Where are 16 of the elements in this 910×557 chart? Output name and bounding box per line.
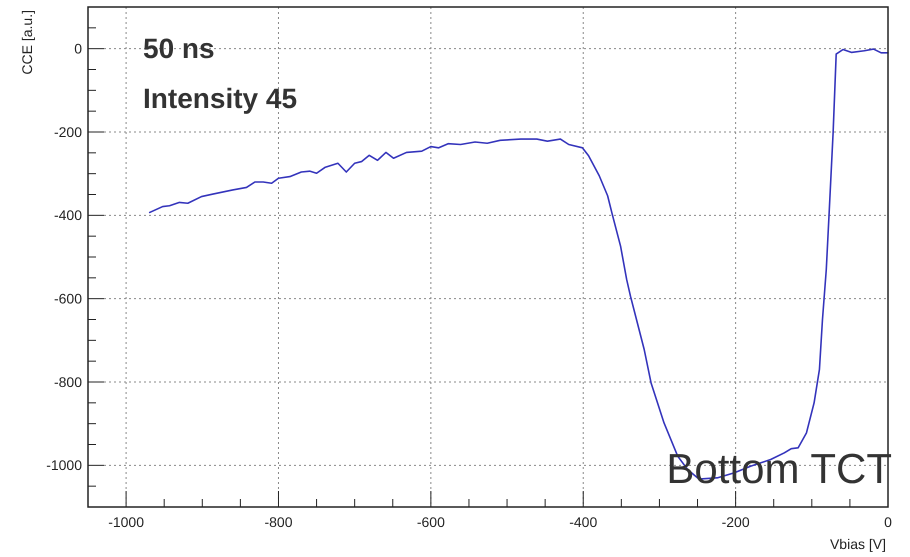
y-tick-label: -1000 [46,457,82,474]
y-tick-label: 0 [74,40,82,57]
y-axis-title: CCE [a.u.] [19,10,35,75]
x-tick-label: 0 [884,514,892,530]
y-tick-label: -200 [54,124,82,140]
x-axis-title: Vbias [V] [830,536,886,552]
y-tick-label: -400 [54,207,82,224]
x-tick-label: -800 [264,514,293,530]
y-tick-label: -600 [54,290,82,307]
y-tick-label: -800 [54,374,82,390]
annotation: 50 ns [143,33,215,64]
annotation: Intensity 45 [143,83,298,114]
x-tick-label: -1000 [108,514,144,530]
x-tick-label: -600 [416,514,446,530]
x-tick-label: -400 [569,514,598,530]
x-tick-label: -200 [722,514,750,530]
